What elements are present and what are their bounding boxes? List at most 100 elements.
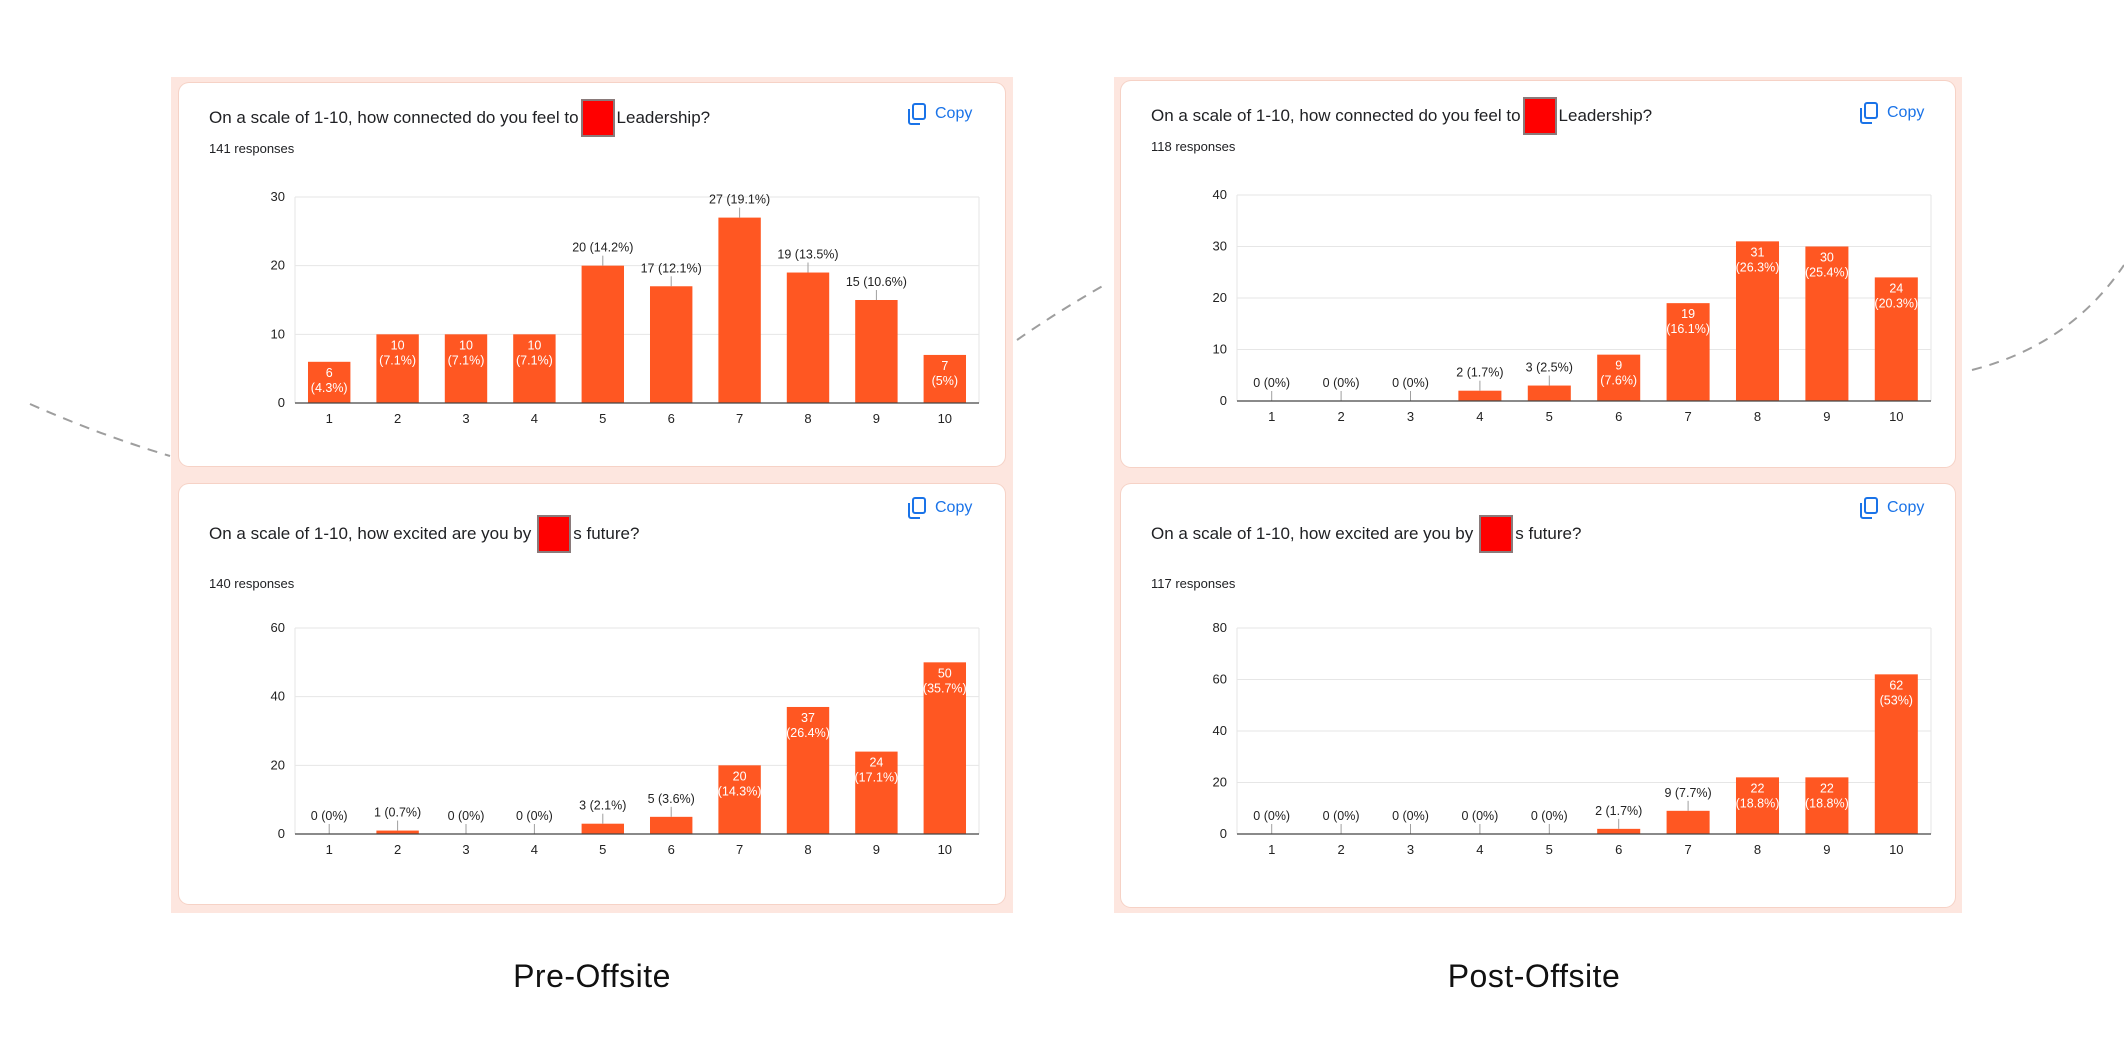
question-prefix: On a scale of 1-10, how connected do you…: [209, 108, 579, 127]
data-label: 0 (0%): [311, 809, 348, 823]
data-label: 2 (1.7%): [1595, 804, 1642, 818]
data-label: 10: [391, 338, 405, 352]
bar: [444, 334, 488, 403]
x-tick-label: 4: [1476, 842, 1483, 857]
y-tick-label: 20: [1213, 290, 1227, 305]
bar-chart: 0 20 40 60 0 (0%) 1 (0.7%) 0 (0%) 0 (0%) 3 (2.1%…: [271, 620, 980, 857]
data-label: (7.1%): [448, 353, 485, 367]
bar: [307, 361, 351, 403]
copy-label: Copy: [935, 499, 973, 516]
data-label: (5%): [932, 374, 958, 388]
copy-button[interactable]: Copy: [1859, 102, 1924, 124]
x-tick-label: 1: [1268, 409, 1275, 424]
bar: [1805, 246, 1849, 401]
bar: [923, 662, 967, 834]
survey-card: On a scale of 1-10, how connected do you…: [179, 83, 1005, 466]
x-tick-label: 2: [1337, 409, 1344, 424]
x-tick-label: 2: [394, 842, 401, 857]
y-tick-label: 0: [1220, 393, 1227, 408]
copy-icon: [908, 103, 926, 125]
data-label: 10: [459, 338, 473, 352]
x-tick-label: 4: [1476, 409, 1483, 424]
data-label: (7.6%): [1600, 374, 1637, 388]
copy-button[interactable]: Copy: [907, 103, 972, 125]
y-tick-label: 40: [1213, 187, 1227, 202]
x-tick-label: 6: [668, 842, 675, 857]
x-tick-label: 6: [1615, 842, 1622, 857]
bar: [513, 334, 556, 403]
copy-icon: [908, 497, 926, 519]
bar: [649, 286, 693, 403]
data-label: 37: [801, 711, 815, 725]
bar: [649, 816, 693, 834]
bar: [1874, 674, 1918, 834]
question-suffix: Leadership?: [616, 108, 711, 127]
data-label: 0 (0%): [1461, 809, 1498, 823]
bar: [1735, 777, 1780, 834]
data-label: (7.1%): [379, 353, 416, 367]
copy-button[interactable]: Copy: [907, 497, 972, 519]
bar: [718, 765, 761, 834]
data-label: (18.8%): [1736, 796, 1780, 810]
data-label: 31: [1751, 245, 1765, 259]
x-tick-label: 8: [804, 842, 811, 857]
data-label: (16.1%): [1666, 322, 1710, 336]
x-tick-label: 2: [394, 411, 401, 426]
copy-label: Copy: [935, 105, 973, 122]
copy-label: Copy: [1887, 104, 1925, 121]
x-tick-label: 5: [599, 411, 606, 426]
data-label: 9: [1615, 359, 1622, 373]
data-label: 24: [1889, 281, 1903, 295]
y-tick-label: 10: [271, 326, 285, 341]
question-suffix: Leadership?: [1558, 106, 1653, 125]
bar: [581, 265, 625, 403]
bar: [1666, 810, 1710, 834]
x-tick-label: 9: [1823, 842, 1830, 857]
response-count: 118 responses: [1151, 139, 1236, 154]
data-label: 20: [733, 769, 747, 783]
bar: [1458, 390, 1502, 401]
copy-label: Copy: [1887, 499, 1925, 516]
data-label: 0 (0%): [1392, 809, 1429, 823]
bar: [1597, 354, 1641, 401]
question-prefix: On a scale of 1-10, how excited are you …: [209, 524, 532, 543]
data-label: 3 (2.1%): [579, 799, 626, 813]
bar: [786, 272, 830, 403]
data-label: 5 (3.6%): [648, 792, 695, 806]
copy-icon: [1860, 497, 1878, 519]
x-tick-label: 5: [599, 842, 606, 857]
question-text: On a scale of 1-10, how connected do you…: [1151, 91, 1652, 141]
x-tick-label: 5: [1546, 842, 1553, 857]
x-tick-label: 10: [1889, 409, 1903, 424]
response-count: 141 responses: [209, 141, 295, 156]
x-tick-label: 3: [462, 842, 469, 857]
post-offsite-panel: On a scale of 1-10, how connected do you…: [1114, 77, 1962, 913]
bar: [855, 300, 898, 403]
data-label: 0 (0%): [1323, 376, 1360, 390]
bar: [923, 354, 967, 403]
bar: [786, 706, 830, 834]
x-tick-label: 4: [531, 411, 538, 426]
data-label: (25.4%): [1805, 266, 1849, 280]
data-label: (53%): [1880, 693, 1913, 707]
copy-button[interactable]: Copy: [1859, 497, 1924, 519]
y-tick-label: 0: [1220, 826, 1227, 841]
survey-card: On a scale of 1-10, how connected do you…: [1121, 81, 1955, 467]
x-tick-label: 1: [326, 842, 333, 857]
question-prefix: On a scale of 1-10, how excited are you …: [1151, 524, 1474, 543]
y-tick-label: 60: [1213, 672, 1227, 687]
data-label: 1 (0.7%): [374, 806, 421, 820]
x-tick-label: 1: [326, 411, 333, 426]
y-tick-label: 0: [278, 395, 285, 410]
question-prefix: On a scale of 1-10, how connected do you…: [1151, 106, 1521, 125]
x-tick-label: 3: [1407, 409, 1414, 424]
bar: [376, 334, 419, 403]
y-tick-label: 30: [1213, 239, 1227, 254]
pre-offsite-panel: On a scale of 1-10, how connected do you…: [171, 77, 1013, 913]
data-label: 50: [938, 666, 952, 680]
data-label: 7: [941, 359, 948, 373]
copy-icon: [1860, 102, 1878, 124]
redacted-box: [537, 515, 572, 553]
redacted-box: [580, 99, 615, 137]
